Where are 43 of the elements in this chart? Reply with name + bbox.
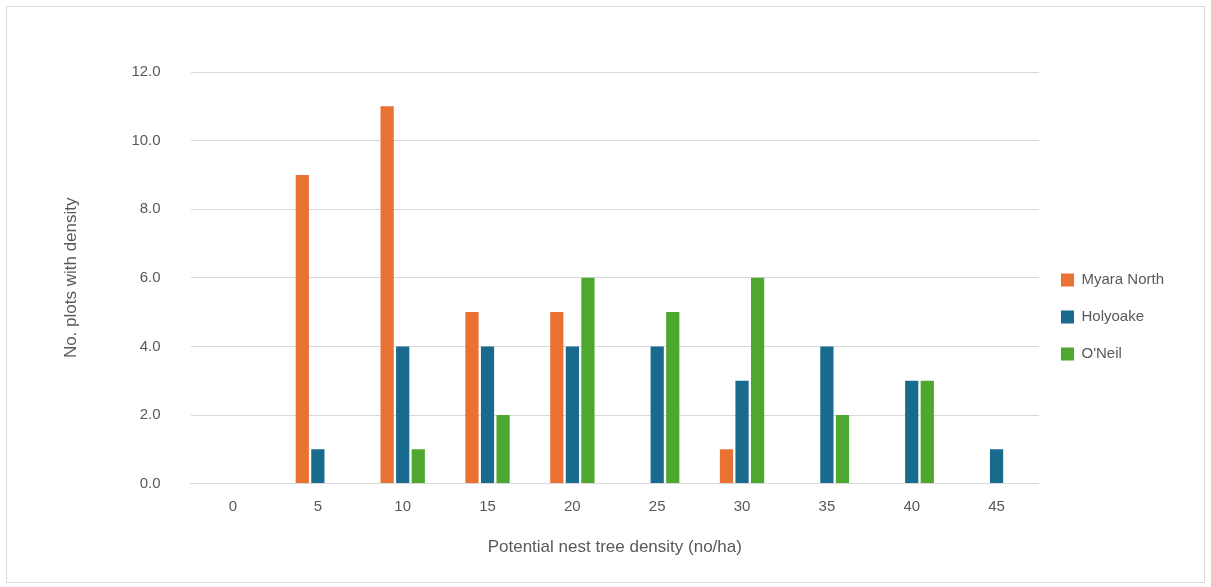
y-tick-label: 6.0 bbox=[139, 267, 161, 285]
bar bbox=[411, 449, 425, 484]
y-tick-label: 8.0 bbox=[139, 199, 161, 217]
x-tick-label: 20 bbox=[564, 496, 581, 514]
x-tick-label: 35 bbox=[818, 496, 836, 514]
legend-label: O'Neil bbox=[1081, 344, 1122, 362]
bar bbox=[719, 449, 734, 484]
x-tick-label: 5 bbox=[313, 496, 323, 514]
x-tick-label: 15 bbox=[479, 496, 496, 514]
bar bbox=[820, 346, 834, 484]
bar bbox=[550, 312, 564, 484]
bar bbox=[581, 277, 595, 484]
y-tick-label: 10.0 bbox=[131, 130, 161, 148]
bar bbox=[989, 449, 1004, 484]
bar bbox=[905, 380, 919, 484]
bar bbox=[920, 380, 934, 484]
y-axis-title: No. plots with density bbox=[60, 196, 80, 359]
bar bbox=[835, 415, 850, 484]
y-tick-label: 12.0 bbox=[131, 62, 161, 80]
y-tick-label: 2.0 bbox=[139, 405, 161, 423]
x-tick-label: 0 bbox=[228, 496, 238, 514]
bar bbox=[650, 346, 664, 484]
bar bbox=[380, 106, 394, 484]
x-tick-label: 25 bbox=[648, 496, 666, 514]
bar bbox=[465, 312, 479, 484]
bar bbox=[666, 312, 680, 484]
bar bbox=[396, 346, 410, 484]
bar bbox=[735, 380, 749, 484]
bar bbox=[565, 346, 579, 484]
y-tick-label: 4.0 bbox=[139, 336, 161, 354]
bar bbox=[750, 277, 765, 484]
x-tick-label: 40 bbox=[903, 496, 921, 514]
legend-label: Myara North bbox=[1081, 270, 1165, 288]
bar bbox=[480, 346, 495, 484]
legend-label: Holyoake bbox=[1081, 307, 1145, 325]
x-axis-title: Potential nest tree density (no/ha) bbox=[487, 537, 742, 557]
x-tick-label: 45 bbox=[988, 496, 1005, 514]
bar bbox=[496, 415, 510, 484]
x-tick-label: 10 bbox=[394, 496, 412, 514]
y-tick-label: 0.0 bbox=[139, 473, 161, 491]
x-tick-label: 30 bbox=[733, 496, 751, 514]
bar bbox=[311, 449, 325, 484]
bar bbox=[295, 174, 309, 484]
